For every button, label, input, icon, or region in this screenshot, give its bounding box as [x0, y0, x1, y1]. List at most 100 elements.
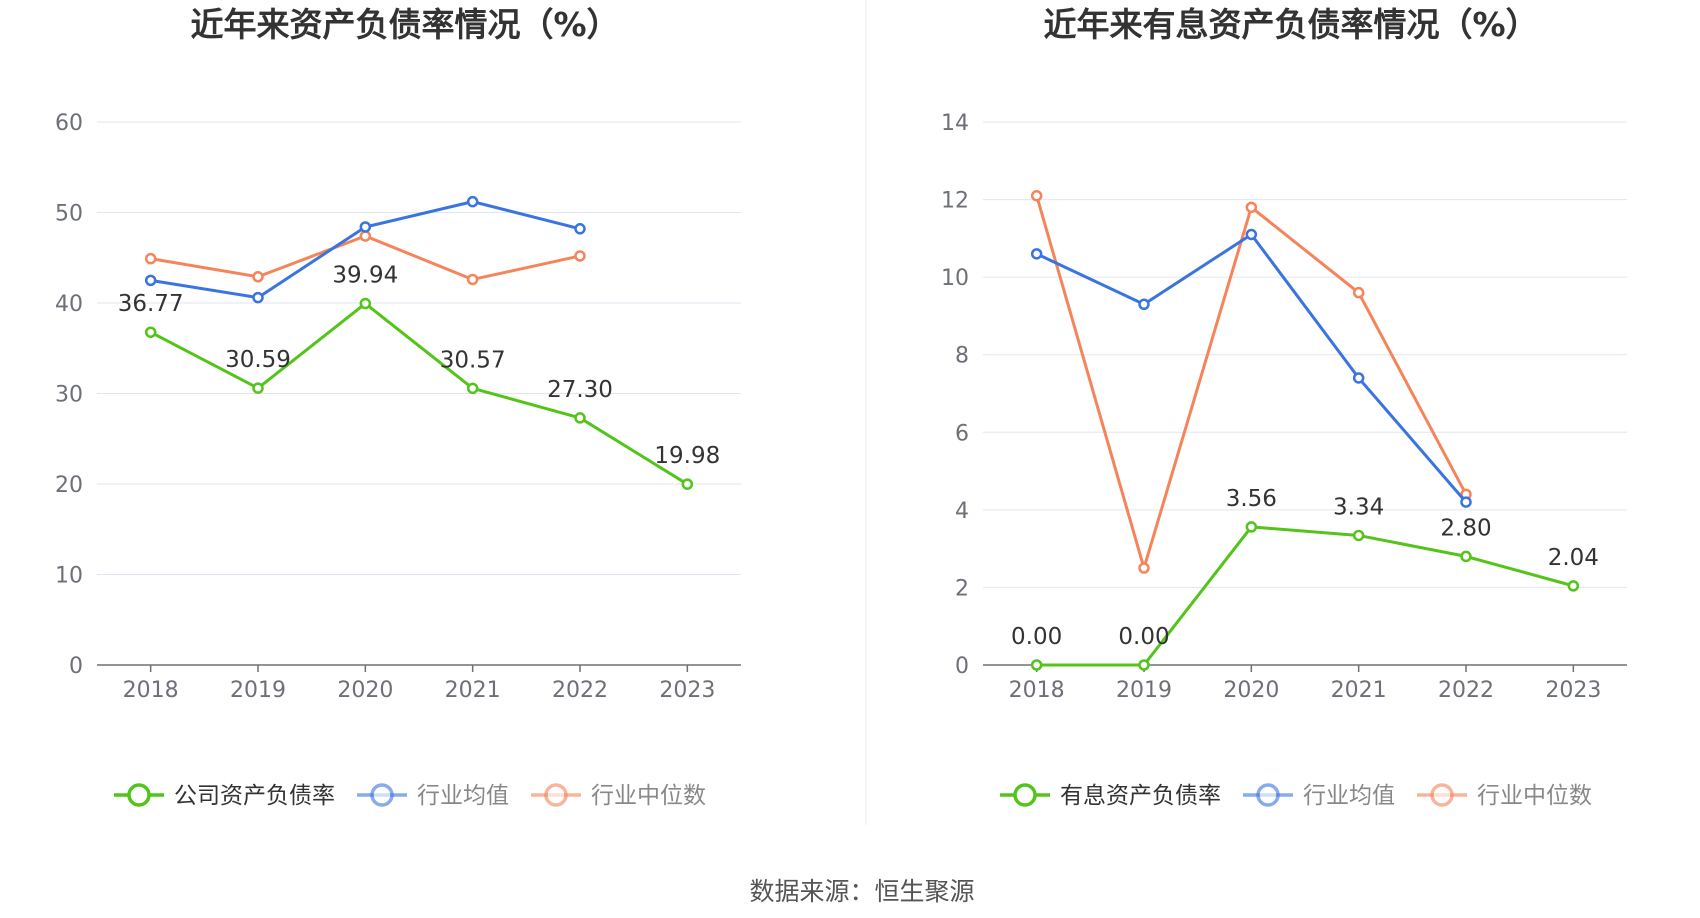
chart-title: 近年来资产负债率情况（%） [190, 5, 619, 44]
series-median [144, 230, 586, 286]
chart-title: 近年来有息资产负债率情况（%） [1043, 5, 1538, 44]
data-point[interactable] [1245, 228, 1258, 241]
data-point[interactable] [1138, 562, 1150, 574]
data-label: 39.94 [332, 263, 398, 289]
data-point[interactable] [1460, 550, 1472, 563]
data-point[interactable] [359, 221, 372, 233]
data-point[interactable] [1030, 189, 1043, 202]
data-label: 36.77 [118, 291, 184, 317]
series-avg [1030, 228, 1472, 508]
y-tick-label: 8 [955, 344, 969, 369]
x-tick-label: 2018 [1009, 678, 1065, 703]
data-point[interactable] [466, 273, 479, 286]
y-tick-label: 0 [69, 654, 83, 679]
data-point[interactable] [252, 271, 264, 283]
legend-marker-icon [544, 783, 568, 807]
x-tick-label: 2019 [230, 678, 286, 703]
legend-label: 行业中位数 [1477, 783, 1592, 809]
legend-item-median[interactable]: 行业中位数 [531, 783, 706, 809]
data-point[interactable] [359, 297, 372, 310]
data-source-note: 数据来源：恒生聚源 [749, 877, 974, 906]
data-point[interactable] [252, 382, 264, 394]
data-point[interactable] [1245, 521, 1258, 533]
data-point[interactable] [466, 195, 479, 208]
data-point[interactable] [1030, 248, 1043, 260]
legend-marker-icon [1013, 783, 1037, 807]
legend-item-avg[interactable]: 行业均值 [1243, 783, 1395, 809]
chart-panel-interest-debt-ratio: 近年来有息资产负债率情况（%） 0 2 4 6 8 10 12 14 2018 2019 2020 20… [941, 5, 1627, 809]
legend-item-median[interactable]: 行业中位数 [1417, 783, 1592, 809]
legend-marker-icon [1256, 783, 1280, 807]
y-tick-label: 14 [941, 111, 969, 136]
series-line [1035, 195, 1468, 570]
data-point[interactable] [466, 382, 479, 395]
x-tick-label: 2018 [123, 678, 179, 703]
legend-marker-icon [127, 783, 151, 807]
series-line [149, 302, 689, 486]
data-point[interactable] [1352, 286, 1365, 299]
series-line [1036, 232, 1468, 504]
y-tick-label: 12 [941, 189, 969, 214]
x-tick-label: 2020 [1223, 678, 1279, 703]
y-tick-label: 50 [55, 202, 83, 227]
data-label: 19.98 [654, 443, 720, 469]
legend-label: 有息资产负债率 [1060, 783, 1221, 809]
data-label: 2.04 [1548, 545, 1599, 571]
y-tick-label: 10 [55, 564, 83, 589]
series-line [1036, 525, 1574, 667]
data-label: 2.80 [1440, 515, 1491, 541]
data-point[interactable] [574, 412, 586, 424]
y-tick-label: 60 [55, 111, 83, 136]
x-tick-label: 2019 [1116, 678, 1172, 703]
x-tick-label: 2022 [552, 678, 608, 703]
series-avg [144, 195, 586, 304]
legend-item-avg[interactable]: 行业均值 [357, 783, 509, 809]
x-tick-label: 2021 [445, 678, 501, 703]
data-point[interactable] [359, 230, 372, 242]
data-point[interactable] [1352, 529, 1365, 542]
data-point[interactable] [574, 223, 586, 235]
legend-marker-icon [1430, 783, 1454, 807]
data-point[interactable] [144, 326, 157, 338]
y-tick-label: 40 [55, 292, 83, 317]
data-point[interactable] [144, 252, 157, 265]
y-tick-label: 0 [955, 654, 969, 679]
data-point[interactable] [681, 478, 694, 490]
data-point[interactable] [144, 274, 157, 287]
data-label: 27.30 [547, 377, 613, 403]
y-tick-label: 4 [955, 499, 969, 524]
data-point[interactable] [1567, 580, 1580, 592]
series-median [1030, 189, 1472, 574]
legend-label: 行业均值 [1303, 783, 1395, 809]
y-tick-label: 20 [55, 473, 83, 498]
legend-label: 公司资产负债率 [174, 783, 335, 809]
data-point[interactable] [1030, 659, 1043, 671]
data-label: 0.00 [1011, 624, 1062, 650]
chart-panel-debt-ratio: 近年来资产负债率情况（%） 0 10 20 30 40 50 60 2018 2019 2020 20… [55, 5, 741, 809]
data-point[interactable] [1460, 496, 1472, 508]
data-label: 30.59 [225, 347, 291, 373]
legend-item-company[interactable]: 有息资产负债率 [1000, 783, 1221, 809]
data-label: 3.34 [1333, 494, 1384, 520]
data-label: 3.56 [1226, 486, 1277, 512]
data-label: 0.00 [1118, 624, 1169, 650]
x-tick-label: 2023 [659, 678, 715, 703]
data-point[interactable] [252, 291, 264, 304]
data-point[interactable] [1352, 372, 1365, 384]
data-point[interactable] [1138, 659, 1150, 671]
legend-label: 行业中位数 [591, 783, 706, 809]
legend-marker-icon [370, 783, 394, 807]
series-company: 36.77 30.59 39.94 30.57 27.30 19.98 [118, 263, 720, 490]
series-company: 0.00 0.00 3.56 3.34 2.80 2.04 [1011, 486, 1599, 671]
y-tick-label: 10 [941, 266, 969, 291]
y-tick-label: 6 [955, 421, 969, 446]
data-point[interactable] [574, 250, 586, 262]
data-point[interactable] [1138, 298, 1150, 311]
legend-item-company[interactable]: 公司资产负债率 [114, 783, 335, 809]
x-tick-label: 2023 [1545, 678, 1601, 703]
x-tick-label: 2022 [1438, 678, 1494, 703]
data-point[interactable] [1245, 201, 1258, 214]
y-tick-label: 30 [55, 383, 83, 408]
legend-label: 行业均值 [417, 783, 509, 809]
